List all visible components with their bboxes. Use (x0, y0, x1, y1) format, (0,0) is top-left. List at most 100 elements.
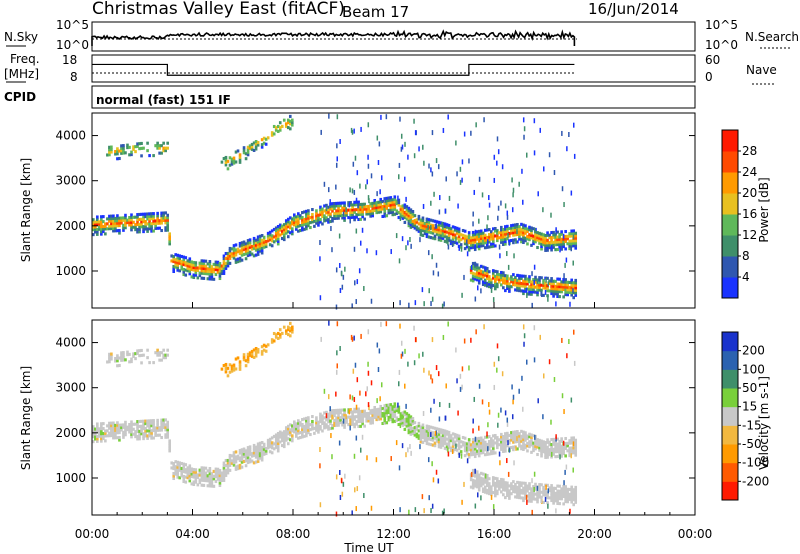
power-cell (202, 261, 206, 266)
velocity-cell (534, 442, 537, 446)
power-cell (542, 240, 545, 244)
velocity-cell (405, 419, 409, 423)
power-cell (407, 214, 411, 218)
velocity-cell (397, 405, 401, 409)
power-cell (102, 215, 105, 219)
power-cell (351, 208, 354, 212)
power-cell (554, 279, 557, 283)
power-cell (100, 225, 103, 229)
power-cell (498, 236, 501, 240)
velocity-cell (142, 432, 145, 436)
velocity-cell (552, 442, 555, 446)
power-cell (274, 128, 278, 132)
velocity-cell (475, 475, 479, 479)
velocity-cell (550, 443, 553, 447)
power-cell (140, 220, 143, 224)
power-cell (286, 230, 290, 234)
power-cell (530, 290, 533, 294)
velocity-speckle (473, 396, 476, 402)
velocity-speckle (350, 334, 353, 340)
power-cell (140, 146, 143, 150)
power-cell (210, 270, 214, 274)
velocity-speckle (358, 475, 361, 481)
power-cell (572, 244, 575, 248)
velocity-cell (132, 352, 135, 356)
power-cell (240, 251, 244, 255)
velocity-cell (248, 447, 252, 451)
velocity-speckle (559, 454, 561, 460)
velocity-cell (132, 432, 135, 436)
power-cell (110, 147, 113, 152)
power-cell (100, 215, 103, 219)
power-cell (244, 152, 248, 156)
velocity-cell (112, 431, 115, 435)
velocity-speckle (438, 416, 441, 422)
power-cell (138, 147, 141, 151)
power-speckle (497, 205, 500, 211)
power-cell (502, 230, 505, 234)
velocity-cell (172, 476, 176, 481)
velocity-cell (562, 449, 565, 453)
velocity-cell (473, 479, 477, 483)
time-tick-label: 12:00 (376, 527, 411, 541)
power-cell (323, 209, 326, 213)
velocity-cell (457, 434, 461, 438)
power-cell (572, 281, 575, 285)
power-cell (558, 285, 561, 289)
velocity-cell (568, 441, 571, 445)
power-cell (570, 281, 573, 285)
power-cell (542, 286, 545, 290)
velocity-cell (182, 479, 186, 484)
power-speckle (404, 176, 406, 182)
power-cell (252, 241, 256, 245)
velocity-cell (560, 454, 563, 458)
velocity-speckle (414, 507, 417, 513)
power-cell (411, 222, 415, 226)
power-cell (401, 211, 405, 215)
power-cell (431, 231, 435, 235)
power-cell (409, 208, 413, 212)
velocity-cell (510, 436, 513, 440)
velocity-speckle (330, 433, 332, 439)
range-tick-label: 3000 (55, 174, 86, 188)
velocity-speckle (523, 341, 525, 347)
power-cell (481, 280, 485, 284)
velocity-cell (246, 451, 250, 455)
power-cell (232, 161, 236, 165)
velocity-cell (160, 423, 163, 427)
power-cell (148, 222, 151, 226)
power-cell (570, 283, 573, 287)
power-cell (106, 153, 109, 157)
velocity-cell (124, 358, 127, 362)
power-cell (365, 205, 368, 209)
velocity-cell (192, 482, 196, 487)
velocity-speckle (458, 452, 460, 458)
velocity-cell (186, 471, 190, 475)
velocity-cell (528, 492, 531, 496)
velocity-speckle (366, 386, 369, 392)
velocity-cell (528, 482, 531, 486)
power-cell (110, 217, 113, 221)
power-cell (238, 251, 242, 255)
velocity-cell (190, 472, 194, 476)
power-cell (246, 148, 250, 152)
velocity-cell (379, 414, 383, 418)
velocity-cell (538, 443, 541, 447)
velocity-cell (339, 416, 342, 420)
power-speckle (572, 122, 575, 128)
velocity-cell (475, 472, 479, 476)
power-cell (548, 243, 551, 247)
power-cell (136, 218, 139, 222)
beam-label: Beam 17 (342, 3, 409, 21)
velocity-cell (544, 440, 547, 445)
power-cell (226, 264, 230, 268)
power-cell (232, 246, 236, 250)
velocity-cell (532, 434, 535, 438)
power-cell (379, 207, 383, 211)
velocity-speckle (422, 351, 424, 357)
power-speckle (533, 118, 536, 124)
velocity-speckle (466, 446, 468, 452)
velocity-cell (516, 488, 519, 492)
velocity-cell (286, 333, 290, 337)
power-cell (363, 207, 366, 211)
